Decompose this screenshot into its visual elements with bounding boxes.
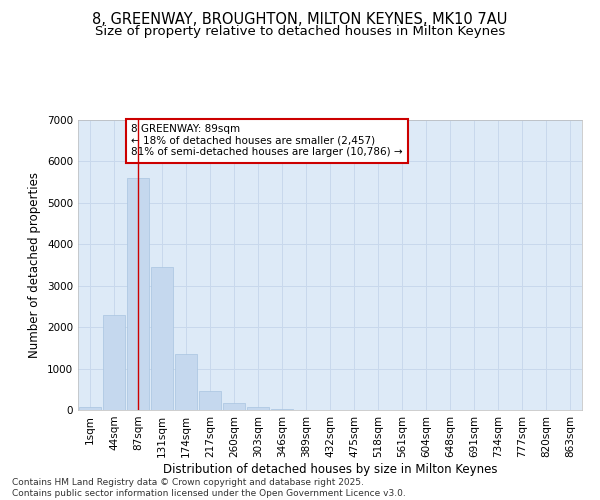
Text: 8, GREENWAY, BROUGHTON, MILTON KEYNES, MK10 7AU: 8, GREENWAY, BROUGHTON, MILTON KEYNES, M… (92, 12, 508, 28)
Bar (151, 267, 173, 410)
Bar (79, 407, 101, 410)
Bar (127, 178, 149, 410)
X-axis label: Distribution of detached houses by size in Milton Keynes: Distribution of detached houses by size … (163, 462, 497, 475)
Bar (247, 406, 269, 410)
Bar (271, 409, 293, 410)
Bar (103, 314, 125, 410)
Text: Size of property relative to detached houses in Milton Keynes: Size of property relative to detached ho… (95, 25, 505, 38)
Bar (175, 354, 197, 410)
Text: 8 GREENWAY: 89sqm
← 18% of detached houses are smaller (2,457)
81% of semi-detac: 8 GREENWAY: 89sqm ← 18% of detached hous… (131, 124, 403, 158)
Bar (199, 391, 221, 410)
Text: Contains HM Land Registry data © Crown copyright and database right 2025.
Contai: Contains HM Land Registry data © Crown c… (12, 478, 406, 498)
Bar (223, 403, 245, 410)
Y-axis label: Number of detached properties: Number of detached properties (28, 172, 41, 358)
